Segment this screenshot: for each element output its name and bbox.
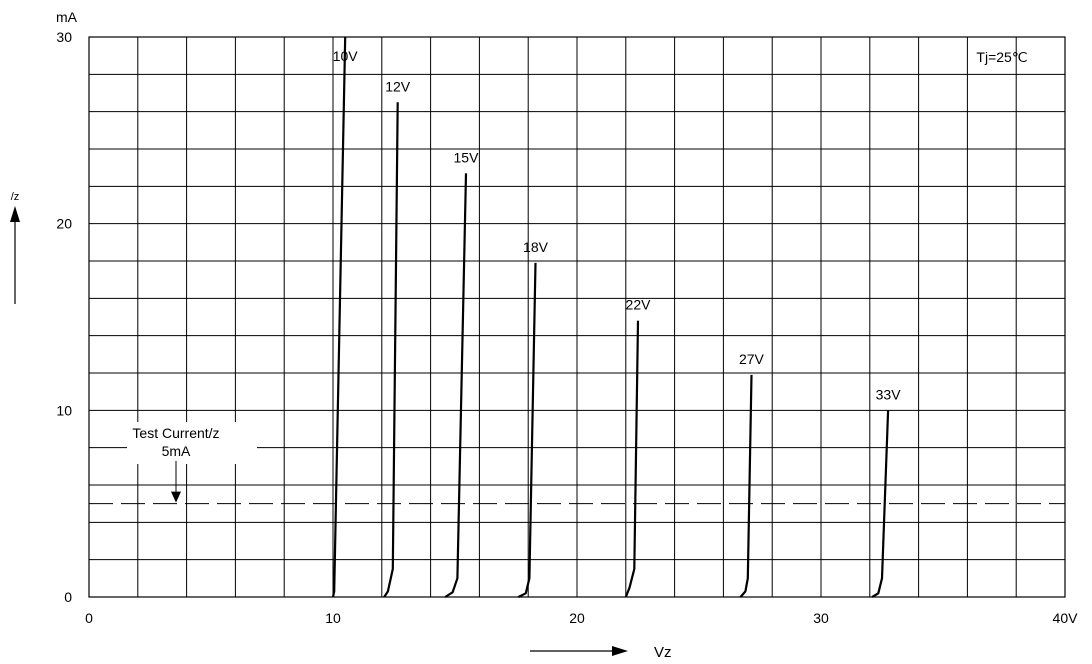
x-tick-label: 0: [85, 610, 93, 626]
y-axis-arrowhead: [10, 206, 20, 222]
series-10v-curve: [331, 36, 347, 598]
y-unit-label: mA: [56, 9, 78, 25]
y-tick-label: 30: [56, 29, 72, 45]
y-tick-label: 20: [56, 216, 72, 232]
series-18v-curve: [517, 262, 537, 598]
series-15v-curve: [444, 173, 468, 598]
series-22v-curve: [624, 320, 640, 598]
condition-label: Tj=25℃: [976, 49, 1027, 65]
series-27v-curve: [739, 374, 753, 598]
series-layer: 10V 12V 15V 18V 22V 27V 33V: [331, 36, 902, 598]
x-axis-arrowhead: [612, 646, 628, 656]
series-22v-label: 22V: [626, 297, 652, 313]
series-10v-label: 10V: [333, 48, 359, 64]
series-15v-label: 15V: [454, 149, 480, 165]
series-27v-label: 27V: [739, 351, 765, 367]
test-current-value-label: 5mA: [162, 443, 191, 459]
x-tick-label: 10: [325, 610, 341, 626]
plot-frame: [88, 36, 1066, 598]
series-12v-label: 12V: [385, 78, 411, 94]
tick-labels: 0 10 20 30 40V 0 10 20 30: [56, 29, 1078, 626]
series-33v-label: 33V: [876, 386, 902, 402]
test-current-arrowhead: [171, 491, 181, 503]
series-18v-label: 18V: [523, 239, 549, 255]
grid: [89, 37, 1065, 597]
y-axis-label: /z: [11, 191, 20, 203]
y-tick-label: 0: [64, 589, 72, 605]
x-axis-label: Vz: [654, 644, 672, 659]
x-tick-label: 40V: [1053, 610, 1079, 626]
test-current-label: Test Current/z: [132, 425, 219, 441]
series-12v-curve: [383, 102, 399, 598]
y-tick-label: 10: [56, 402, 72, 418]
test-current-group: Test Current/z 5mA: [89, 422, 1065, 505]
series-33v-curve: [871, 410, 890, 598]
x-tick-label: 30: [813, 610, 829, 626]
x-tick-label: 20: [569, 610, 585, 626]
test-current-label-background: [127, 422, 257, 464]
